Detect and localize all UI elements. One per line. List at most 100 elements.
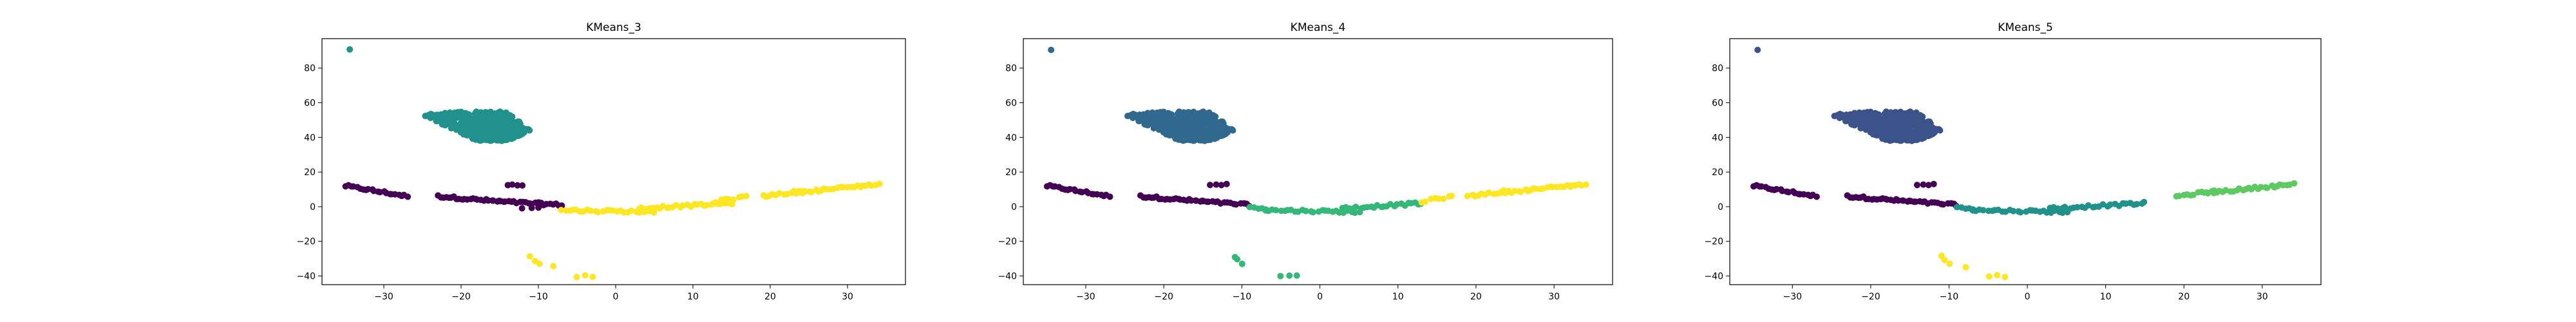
y-tick-label: 40 — [1712, 133, 1723, 143]
data-point — [1927, 131, 1934, 138]
data-point — [2061, 204, 2069, 211]
data-point — [587, 207, 594, 214]
data-point — [808, 189, 815, 196]
data-point — [2010, 207, 2017, 214]
x-tick-label: −20 — [1861, 292, 1880, 302]
y-tick-label: −20 — [998, 237, 1017, 247]
data-point — [1946, 260, 1953, 267]
data-point — [1905, 117, 1912, 124]
data-point — [2190, 191, 2197, 198]
data-point — [1192, 113, 1199, 120]
data-point — [776, 190, 782, 197]
chart-panel-2: KMeans_4 −30 −20 −10 0 10 20 30 −40 −20 0 20 40 60 80 — [998, 21, 1613, 302]
x-tick-label: −10 — [529, 292, 548, 302]
data-point — [1953, 204, 1960, 211]
data-point — [703, 202, 710, 209]
data-point — [499, 137, 506, 144]
data-point — [1199, 197, 1206, 204]
y-tick-label: 80 — [304, 64, 316, 74]
axes-frame — [1729, 38, 2322, 285]
y-tick-label: 40 — [1005, 133, 1017, 143]
chart-panel-3: KMeans_5 −30 −20 −10 0 10 20 30 −40 −20 0 20 40 60 80 — [1704, 21, 2322, 302]
data-point — [2107, 201, 2114, 208]
data-point — [1899, 113, 1906, 120]
data-point — [1849, 121, 1856, 128]
data-point — [495, 117, 502, 124]
data-point — [2085, 202, 2092, 209]
y-tick-label: 0 — [1011, 202, 1017, 213]
y-tick-label: 20 — [304, 167, 316, 178]
data-point — [422, 113, 429, 119]
data-point — [1440, 195, 1447, 202]
data-point — [1906, 197, 1913, 204]
data-point — [573, 274, 580, 281]
data-point — [1189, 129, 1197, 137]
data-point — [712, 199, 719, 206]
cluster-2-series — [1953, 198, 2148, 216]
x-tick-label: 10 — [2100, 292, 2112, 302]
data-point — [1909, 120, 1917, 126]
data-point — [1930, 180, 1937, 187]
data-point — [1913, 129, 1920, 135]
data-point — [1927, 122, 1934, 129]
y-tick-label: 40 — [304, 133, 316, 143]
data-point — [1173, 130, 1180, 137]
data-point — [459, 128, 466, 135]
cluster-0-series — [1750, 180, 1960, 210]
data-point — [594, 209, 601, 216]
data-point — [1517, 188, 1524, 195]
data-point — [1106, 193, 1113, 200]
data-point — [1220, 131, 1227, 138]
data-point — [509, 181, 516, 188]
data-point — [478, 111, 485, 118]
data-point — [1238, 260, 1245, 267]
data-point — [1124, 113, 1132, 119]
data-point — [1858, 119, 1865, 126]
data-point — [519, 182, 526, 189]
data-point — [1229, 127, 1236, 134]
scatter-points — [1043, 46, 1589, 279]
y-tick-label: 0 — [310, 202, 316, 213]
data-point — [1211, 124, 1218, 131]
data-point — [638, 204, 645, 211]
data-point — [1813, 193, 1820, 200]
data-point — [346, 46, 354, 53]
x-tick-label: 0 — [2025, 292, 2031, 302]
x-tick-label: 20 — [764, 292, 776, 302]
data-point — [1906, 128, 1913, 135]
data-point — [743, 193, 750, 200]
data-point — [2059, 209, 2066, 216]
data-point — [1198, 117, 1205, 124]
data-point — [1206, 129, 1213, 135]
cluster-4-series — [1938, 252, 2009, 281]
data-point — [536, 260, 543, 267]
data-point — [1302, 207, 1309, 214]
x-tick-label: −30 — [1076, 292, 1095, 302]
data-point — [1293, 272, 1300, 279]
data-point — [495, 137, 502, 144]
cluster-3-series — [2173, 180, 2298, 200]
data-point — [1985, 273, 1993, 280]
data-point — [501, 127, 508, 134]
x-tick-label: 20 — [1470, 292, 1482, 302]
data-point — [1048, 46, 1055, 53]
data-point — [1150, 125, 1157, 132]
data-point — [479, 118, 486, 125]
data-point — [535, 204, 542, 211]
data-point — [1915, 114, 1922, 121]
y-tick-label: −40 — [1704, 272, 1723, 282]
data-point — [1207, 182, 1213, 189]
data-point — [2257, 184, 2264, 191]
data-point — [499, 120, 506, 126]
data-point — [1199, 128, 1206, 135]
data-point — [1511, 187, 1518, 194]
x-tick-label: −20 — [451, 292, 471, 302]
data-point — [1909, 137, 1917, 144]
data-point — [1234, 256, 1241, 263]
data-point — [1309, 209, 1316, 216]
data-point — [448, 125, 455, 132]
x-tick-label: 20 — [2178, 292, 2190, 302]
x-tick-label: 0 — [1317, 292, 1323, 302]
data-point — [404, 193, 412, 200]
